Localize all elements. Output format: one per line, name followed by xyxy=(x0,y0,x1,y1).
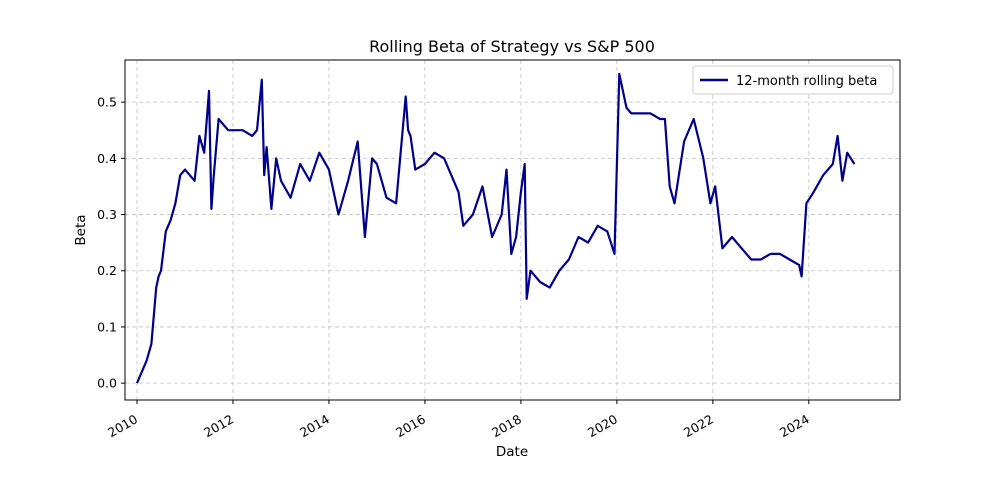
x-axis-label: Date xyxy=(496,444,528,460)
y-tick-label: 0.3 xyxy=(97,207,117,222)
series-line-rolling-beta xyxy=(135,72,856,384)
y-tick-label: 0.4 xyxy=(97,151,117,166)
legend-box xyxy=(692,65,894,95)
legend-label: 12-month rolling beta xyxy=(736,74,877,89)
legend: 12-month rolling beta xyxy=(692,65,894,95)
y-tick-label: 0.2 xyxy=(97,263,117,278)
series-layer xyxy=(135,72,856,384)
y-tick-label: 0.0 xyxy=(97,376,117,391)
grid-lines xyxy=(125,60,900,400)
plot-frame xyxy=(124,59,901,401)
y-axis-label: Beta xyxy=(73,214,89,245)
y-tick-label: 0.5 xyxy=(97,95,117,110)
y-axis: 0.0 0.1 0.2 0.3 0.4 0.5 xyxy=(97,95,125,391)
chart-title: Rolling Beta of Strategy vs S&P 500 xyxy=(369,37,655,56)
y-tick-label: 0.1 xyxy=(97,319,117,334)
